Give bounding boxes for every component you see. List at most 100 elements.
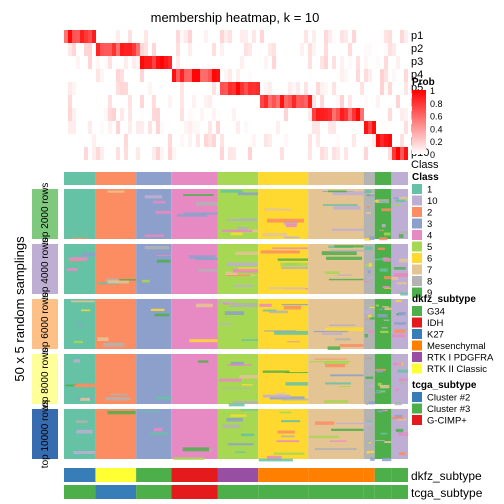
membership-cell [300, 95, 304, 108]
sampling-cell [144, 245, 170, 250]
sampling-cell [232, 268, 259, 273]
membership-cell [360, 108, 364, 121]
membership-cell [368, 43, 372, 56]
sampling-cell [67, 331, 88, 336]
membership-cell [344, 108, 348, 121]
sampling-cell [73, 340, 83, 344]
sampling-cell [321, 332, 343, 336]
membership-cell [308, 56, 312, 69]
sampling-cell [363, 422, 372, 426]
sampling-cell [384, 307, 392, 311]
membership-cell [356, 69, 360, 82]
membership-cell [296, 95, 300, 108]
sampling-cell [262, 394, 291, 398]
membership-cell [348, 56, 352, 69]
sampling-cell [277, 258, 309, 261]
sampling-cell [264, 208, 292, 211]
class-legend-label: 5 [427, 242, 432, 253]
sampling-cell [397, 418, 407, 421]
membership-cell [312, 43, 316, 56]
membership-cell [180, 69, 184, 82]
sampling-cell [258, 458, 293, 462]
sampling-cell [269, 310, 289, 314]
sampling-cell [364, 318, 369, 320]
sampling-cell [364, 322, 371, 325]
membership-row-label: p1 [411, 30, 423, 42]
sampling-cell [382, 306, 389, 308]
sampling-cell [189, 339, 218, 343]
membership-cell [384, 30, 388, 43]
sampling-cell [366, 194, 370, 196]
sampling-cell [281, 398, 309, 401]
membership-cell [304, 95, 308, 108]
membership-cell [384, 69, 388, 82]
dkfz-legend-label: RTK II Classic [427, 364, 487, 375]
class-legend-swatch [412, 276, 422, 286]
sampling-cell [77, 323, 84, 326]
class-legend-swatch [412, 207, 422, 217]
membership-cell [100, 69, 104, 82]
membership-cell [160, 121, 164, 134]
membership-cell [284, 95, 288, 108]
sampling-cell [398, 378, 408, 381]
dkfz-cell [391, 468, 408, 482]
membership-cell [336, 134, 340, 147]
membership-cell [320, 82, 324, 95]
membership-cell [324, 30, 328, 43]
membership-cell [376, 95, 380, 108]
membership-cell [140, 121, 144, 134]
membership-cell [396, 95, 400, 108]
membership-cell [72, 82, 76, 95]
membership-cell [96, 43, 100, 56]
sampling-cell [379, 237, 388, 241]
membership-cell [228, 82, 232, 95]
sampling-cell [70, 257, 88, 261]
class-legend-label: 9 [427, 288, 432, 299]
membership-cell [132, 56, 136, 69]
membership-cell [196, 134, 200, 147]
prob-tick-label: 0 [430, 150, 435, 160]
prob-tick-label: 0.6 [430, 112, 443, 122]
sampling-cell [221, 229, 253, 233]
membership-cell [280, 147, 284, 160]
sampling-cell [368, 285, 375, 287]
membership-cell [88, 43, 92, 56]
membership-cell [68, 121, 72, 134]
sampling-cell [230, 232, 243, 236]
membership-cell [248, 82, 252, 95]
membership-cell [380, 69, 384, 82]
sampling-cell [235, 451, 246, 453]
membership-cell [96, 69, 100, 82]
sampling-cell [197, 269, 218, 272]
membership-cell [180, 30, 184, 43]
sampling-cell [154, 313, 170, 317]
membership-cell [316, 82, 320, 95]
membership-cell [68, 43, 72, 56]
membership-cell [288, 95, 292, 108]
sampling-cell [398, 432, 408, 436]
membership-cell [128, 43, 132, 56]
sampling-group-label: top 2000 rows [40, 183, 51, 246]
membership-cell [348, 43, 352, 56]
membership-cell [308, 134, 312, 147]
sampling-cell [365, 211, 371, 214]
sampling-cell [230, 361, 244, 366]
sampling-cell [398, 354, 408, 358]
sampling-cell [279, 411, 292, 414]
membership-cell [404, 82, 408, 95]
membership-cell [168, 95, 172, 108]
membership-cell [376, 134, 380, 147]
sampling-cell [195, 303, 213, 308]
sampling-cell [398, 312, 406, 316]
class-annotation-row [64, 172, 408, 185]
membership-cell [272, 56, 276, 69]
dkfz-legend-label: RTK I PDGFRA [427, 353, 494, 364]
membership-cell [188, 43, 192, 56]
membership-cell [152, 95, 156, 108]
class-legend-label: 7 [427, 265, 432, 276]
membership-cell [268, 82, 272, 95]
membership-cell [368, 69, 372, 82]
membership-cell [192, 108, 196, 121]
sampling-cell [277, 430, 295, 434]
